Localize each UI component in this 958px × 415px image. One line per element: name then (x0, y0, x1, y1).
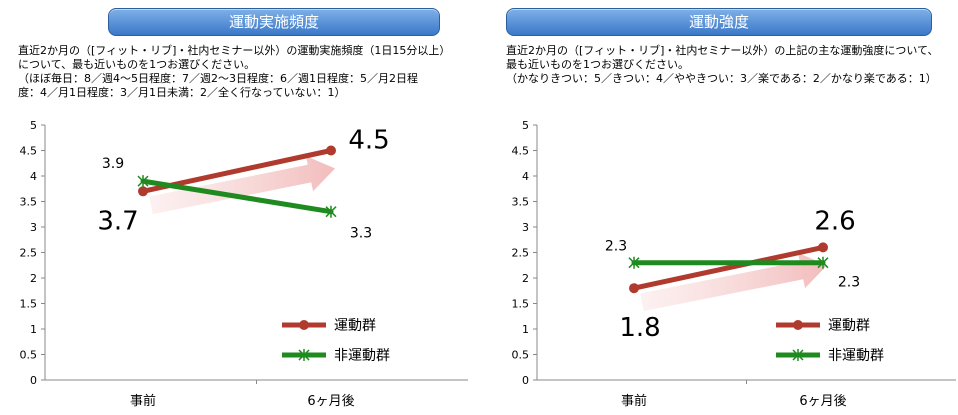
x-tick-label: 6ヶ月後 (307, 394, 354, 409)
data-label: 3.7 (97, 206, 138, 236)
y-tick-label: 5 (522, 119, 529, 132)
y-tick-label: 2 (522, 272, 529, 285)
x-tick-label: 事前 (621, 393, 647, 409)
y-tick-label: 0.5 (20, 349, 38, 362)
data-point-marker (138, 186, 148, 197)
data-label: 3.3 (350, 226, 372, 242)
y-tick-label: 2.5 (20, 247, 38, 260)
legend-marker (298, 349, 310, 361)
question-description: 直近2か月の（[フィット・リブ]・社内セミナー以外）の上記の主な運動強度について… (506, 44, 939, 85)
y-tick-label: 4 (30, 170, 37, 183)
data-label: 1.8 (619, 313, 660, 343)
y-tick-label: 4.5 (20, 145, 38, 158)
y-tick-label: 2.5 (512, 247, 530, 260)
trend-arrow (149, 155, 335, 215)
data-point-marker (629, 283, 639, 294)
data-label: 4.5 (348, 126, 389, 156)
chart-title-banner: 運動強度 (506, 8, 932, 36)
legend-label: 運動群 (334, 318, 376, 334)
data-label: 2.3 (605, 239, 627, 255)
legend-marker (793, 320, 803, 330)
y-tick-label: 1 (30, 323, 37, 336)
y-tick-label: 3 (522, 221, 529, 234)
trend-arrow (640, 252, 827, 312)
legend-marker (792, 349, 804, 361)
y-tick-label: 5 (30, 119, 37, 132)
legend-label: 非運動群 (334, 348, 390, 364)
series-line-運動群 (631, 244, 826, 291)
y-tick-label: 4 (522, 170, 529, 183)
data-point-marker (817, 256, 829, 269)
series-line-非運動群 (140, 178, 334, 215)
chart-title-banner: 運動実施頻度 (108, 8, 440, 36)
data-point-marker (818, 242, 828, 253)
data-point-marker (628, 256, 640, 269)
data-point-marker (137, 175, 149, 188)
y-tick-label: 0 (30, 374, 37, 387)
legend-label: 非運動群 (828, 348, 884, 364)
y-tick-label: 2 (30, 272, 37, 285)
data-label: 2.6 (814, 206, 855, 236)
legend-marker (299, 320, 309, 330)
question-description: 直近2か月の（[フィット・リブ]・社内セミナー以外）の運動実施頻度（1日15分以… (18, 44, 451, 99)
y-tick-label: 1.5 (20, 298, 38, 311)
x-tick-label: 6ヶ月後 (799, 394, 846, 409)
y-tick-label: 3.5 (20, 196, 38, 209)
y-tick-label: 4.5 (512, 145, 530, 158)
y-tick-label: 1 (522, 323, 529, 336)
data-point-marker (326, 145, 336, 156)
data-point-marker (325, 205, 337, 218)
y-tick-label: 3 (30, 221, 37, 234)
chart-panel-intensity: 運動強度 直近2か月の（[フィット・リブ]・社内セミナー以外）の上記の主な運動強… (490, 0, 958, 415)
line-chart-frequency: 0 0.5 1 1.5 2 2.5 3 3.5 4 4.5 5 事前 6ヶ月後 3.7 4.5 3.9 3.3 運… (20, 119, 468, 409)
y-tick-label: 0 (522, 374, 529, 387)
chart-panel-frequency: 運動実施頻度 直近2か月の（[フィット・リブ]・社内セミナー以外）の運動実施頻度… (0, 0, 470, 415)
y-tick-label: 1.5 (512, 298, 530, 311)
y-tick-label: 3.5 (512, 196, 530, 209)
x-tick-label: 事前 (130, 393, 156, 409)
line-chart-intensity: 0 0.5 1 1.5 2 2.5 3 3.5 4 4.5 5 事前 6ヶ月後 1.8 2.6 2.3 2.3 運… (512, 119, 956, 409)
data-label: 3.9 (102, 156, 124, 172)
y-tick-label: 0.5 (512, 349, 530, 362)
legend-label: 運動群 (828, 318, 870, 334)
data-label: 2.3 (838, 275, 860, 291)
